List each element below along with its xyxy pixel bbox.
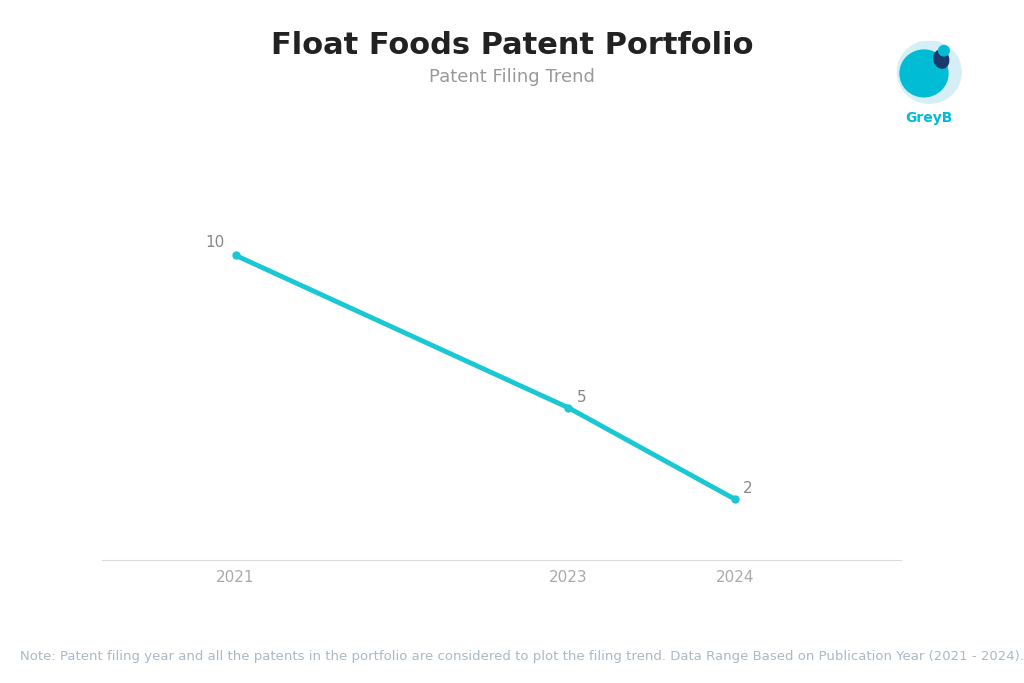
Circle shape — [897, 41, 962, 103]
Text: 5: 5 — [577, 390, 587, 405]
Circle shape — [900, 50, 948, 97]
Text: Float Foods Patent Portfolio: Float Foods Patent Portfolio — [270, 31, 754, 59]
Circle shape — [939, 46, 949, 56]
Ellipse shape — [934, 50, 948, 68]
Text: Patent Filing Trend: Patent Filing Trend — [429, 68, 595, 86]
Text: Note: Patent filing year and all the patents in the portfolio are considered to : Note: Patent filing year and all the pat… — [20, 650, 1024, 663]
Text: GreyB: GreyB — [905, 111, 953, 125]
Text: 2: 2 — [743, 482, 753, 497]
Text: 10: 10 — [205, 235, 224, 250]
